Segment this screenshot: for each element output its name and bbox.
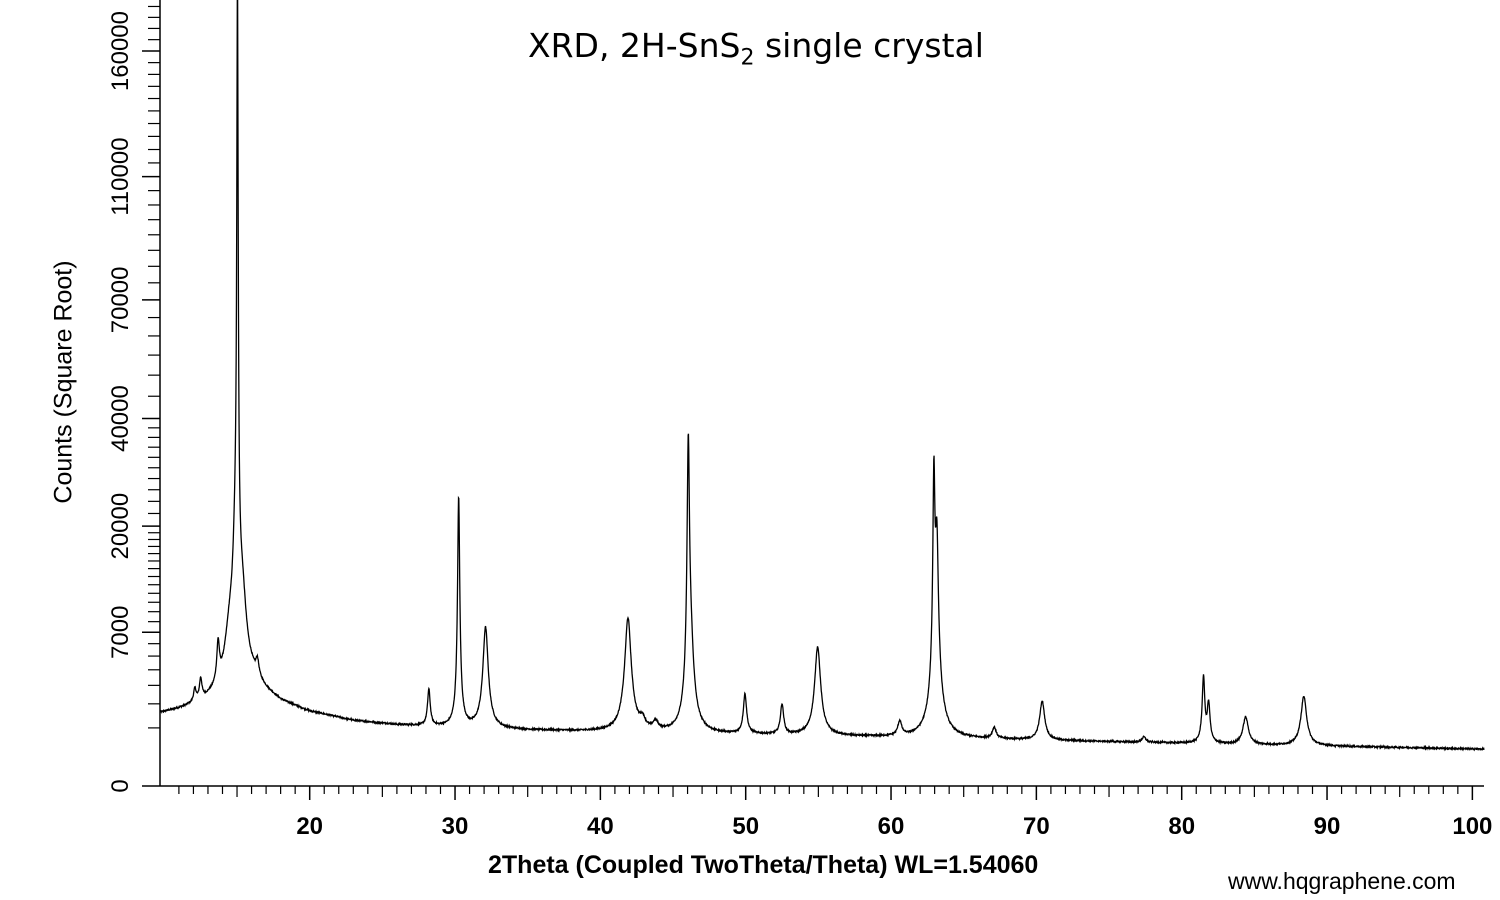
x-tick-label: 100 [1452, 813, 1492, 840]
x-tick-label: 30 [442, 813, 469, 840]
x-tick-label: 20 [296, 813, 323, 840]
xrd-pattern-line [159, 0, 1485, 752]
y-tick-label: 70000 [107, 267, 134, 334]
x-minor-ticks [178, 786, 1459, 797]
x-tick-label: 70 [1023, 813, 1050, 840]
chart-title: XRD, 2H-SnS2 single crystal [528, 26, 984, 71]
x-tick-label: 50 [732, 813, 759, 840]
y-tick-label: 160000 [107, 11, 134, 91]
x-axis-label: 2Theta (Coupled TwoTheta/Theta) WL=1.540… [488, 851, 1039, 879]
x-tick-label: 90 [1314, 813, 1341, 840]
y-tick-label: 110000 [107, 137, 134, 215]
x-axis-ticks: 20 30 40 50 60 70 80 90 100 [296, 786, 1492, 840]
y-minor-ticks [148, 5, 160, 729]
y-axis-ticks: 0 7000 20000 40000 70000 110000 160000 [107, 11, 160, 793]
y-tick-label: 20000 [107, 493, 134, 560]
y-tick-label: 40000 [107, 385, 134, 452]
x-tick-label: 40 [587, 813, 614, 840]
x-tick-label: 80 [1168, 813, 1195, 840]
y-tick-label: 0 [107, 779, 134, 792]
y-axis-label: Counts (Square Root) [49, 260, 78, 504]
y-tick-label: 7000 [107, 606, 134, 659]
watermark-url: www.hqgraphene.com [1228, 868, 1456, 894]
x-tick-label: 60 [878, 813, 905, 840]
